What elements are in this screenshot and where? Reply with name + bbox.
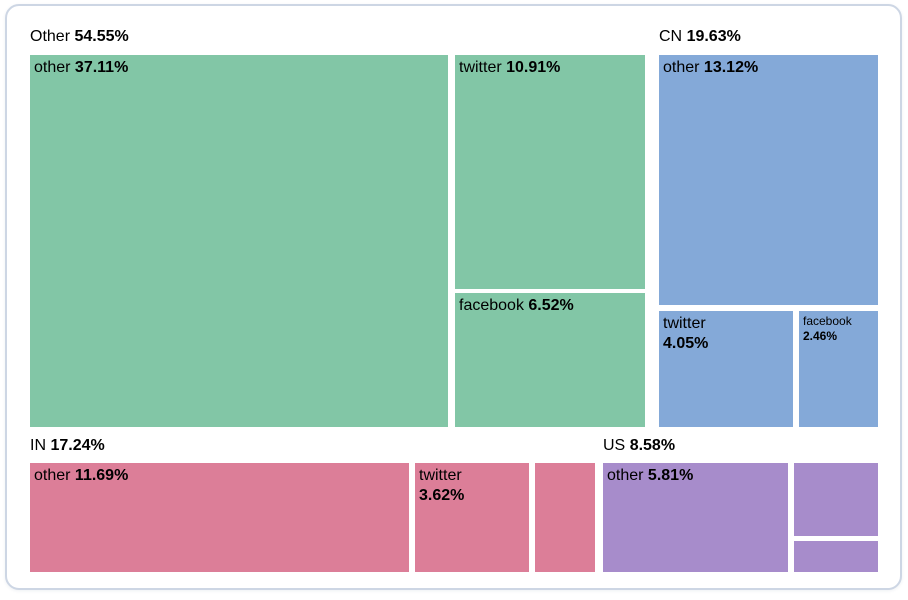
cell-name: other xyxy=(607,467,644,484)
cell-label: twitter 3.62% xyxy=(415,463,529,509)
cell-label: twitter 4.05% xyxy=(659,311,793,357)
treemap-cell-in-unlabeled[interactable] xyxy=(535,463,595,572)
cell-label: twitter 10.91% xyxy=(455,55,645,81)
cell-value: 11.69% xyxy=(74,467,129,484)
cell-label: other 5.81% xyxy=(603,463,788,489)
treemap-cell-other-facebook[interactable]: facebook 6.52% xyxy=(455,293,645,427)
treemap-cell-us-other[interactable]: other 5.81% xyxy=(603,463,788,572)
cell-value: 5.81% xyxy=(647,467,694,484)
cell-name: facebook xyxy=(459,297,524,314)
cell-value: 37.11% xyxy=(74,59,129,76)
treemap-cell-in-other[interactable]: other 11.69% xyxy=(30,463,409,572)
cell-label: facebook 2.46% xyxy=(799,311,878,347)
treemap-cell-other-twitter[interactable]: twitter 10.91% xyxy=(455,55,645,289)
group-value: 17.24% xyxy=(50,437,105,454)
cell-label: facebook 6.52% xyxy=(455,293,645,319)
cell-name: twitter xyxy=(663,315,706,332)
treemap-cell-in-twitter[interactable]: twitter 3.62% xyxy=(415,463,529,572)
treemap-cell-us-unlabeled[interactable] xyxy=(794,463,878,536)
cell-value: 13.12% xyxy=(703,59,759,76)
cell-value: 3.62% xyxy=(419,487,465,504)
group-value: 54.55% xyxy=(74,28,129,45)
group-title-us: US 8.58% xyxy=(603,436,675,455)
group-title-cn: CN 19.63% xyxy=(659,27,741,46)
cell-label: other 13.12% xyxy=(659,55,878,81)
cell-name: twitter xyxy=(459,59,502,76)
cell-name: other xyxy=(34,59,71,76)
group-value: 19.63% xyxy=(686,28,741,45)
cell-value: 10.91% xyxy=(506,59,561,76)
cell-label: other 11.69% xyxy=(30,463,409,489)
group-name: Other xyxy=(30,28,71,45)
treemap-cell-cn-facebook[interactable]: facebook 2.46% xyxy=(799,311,878,427)
group-name: IN xyxy=(30,437,46,454)
treemap-cell-other-other[interactable]: other 37.11% xyxy=(30,55,448,427)
group-name: CN xyxy=(659,28,683,45)
treemap-cell-cn-other[interactable]: other 13.12% xyxy=(659,55,878,305)
group-value: 8.58% xyxy=(629,437,676,454)
cell-name: other xyxy=(663,59,700,76)
cell-name: facebook xyxy=(803,314,852,328)
cell-value: 4.05% xyxy=(663,335,709,352)
group-name: US xyxy=(603,437,626,454)
group-title-in: IN 17.24% xyxy=(30,436,105,455)
cell-name: twitter xyxy=(419,467,462,484)
cell-label: other 37.11% xyxy=(30,55,448,81)
group-title-other: Other 54.55% xyxy=(30,27,129,46)
treemap-cell-cn-twitter[interactable]: twitter 4.05% xyxy=(659,311,793,427)
cell-value: 6.52% xyxy=(528,297,574,314)
treemap-cell-us-unlabeled[interactable] xyxy=(794,541,878,572)
cell-name: other xyxy=(34,467,71,484)
cell-value: 2.46% xyxy=(803,329,838,343)
